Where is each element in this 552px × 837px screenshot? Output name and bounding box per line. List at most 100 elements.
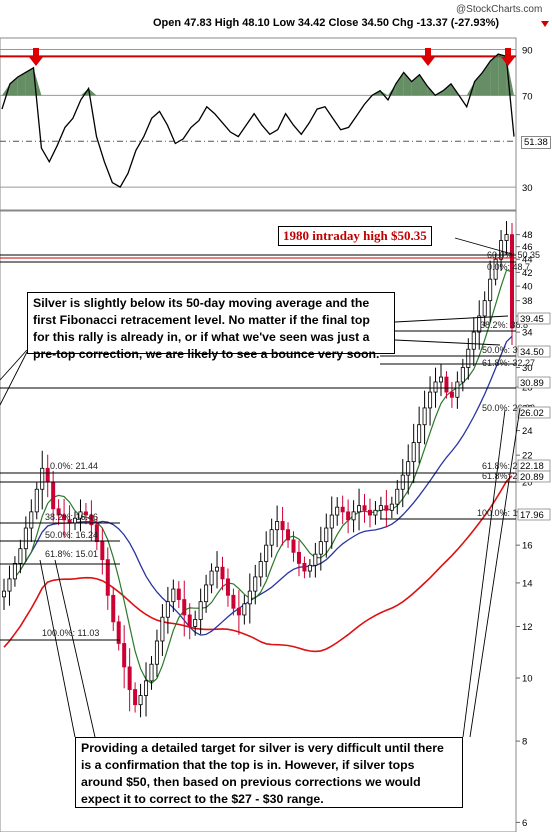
candle-body [40,467,45,490]
candle-body [34,488,39,513]
price-tick-label: 8 [522,737,527,748]
price-value-box [517,312,551,325]
rsi-overbought-fill [88,88,97,96]
candle-body [18,548,23,564]
callout-connector [462,409,506,738]
candle-body [138,695,143,706]
candle-body [204,584,209,603]
candle-body [482,300,487,317]
rsi-overbought-fill [25,67,34,96]
rsi-overbought-fill [395,72,404,96]
fib-level-label: 100.0%: 17.96 [477,508,535,518]
candle-body [509,234,514,329]
candle-body [460,367,465,383]
candle-body [160,616,165,642]
price-tick-label: 22 [522,451,533,462]
candle-body [455,381,460,398]
rsi-overbought-fill [498,54,507,96]
fib-level-label: 61.8%: 22.18 [482,461,535,471]
candle-body [187,614,192,627]
candle-body [444,376,449,393]
fib-level-label: 50.0%: 16.24 [45,530,98,540]
price-tick-label: 14 [522,578,533,589]
candle-body [111,594,116,623]
candle-body [209,570,214,586]
callout-connector [39,559,76,738]
candle-body [94,524,99,543]
rsi-overbought-fill [2,83,10,96]
candle-body [449,391,454,398]
candle-body [367,509,372,516]
candle-body [291,539,296,553]
rsi-tick-label: 30 [522,183,533,194]
candle-body [340,506,345,513]
candle-body [488,278,493,302]
price-tick-label: 34 [522,328,533,339]
candle-body [122,643,127,668]
candle-body [62,514,67,521]
price-tick-label: 44 [522,255,533,266]
candle-body [105,559,110,596]
callout-connector [0,351,28,406]
candle-body [247,590,252,605]
price-layer: 4846444240383634323028262422201816141210… [0,221,551,829]
candle-body [318,541,323,555]
candle-body [346,511,351,521]
callout-connector [54,559,96,738]
candle-body [165,601,170,618]
candle-body [116,621,121,644]
rsi-marker-arrow-icon [421,57,435,66]
ma200-line [3,475,513,653]
candle-body [242,603,247,616]
candle-body [133,689,138,706]
candle-body [89,514,94,526]
candle-body [198,601,203,620]
candle-body [324,527,329,543]
rsi-marker-arrow-icon [505,48,511,58]
fib-level-label: 0.0%: 48.7 [487,262,530,272]
candle-body [29,511,34,529]
price-value-label: 22.18 [520,461,544,472]
candle-body [417,424,422,443]
fib-level-label: 38.2%: 38.8 [480,320,528,330]
candle-body [149,663,154,682]
price-tick-label: 16 [522,541,533,552]
candle-body [56,508,61,516]
rsi-overbought-fill [17,72,26,96]
candle-body [406,461,411,476]
candle-body [23,527,28,550]
candle-body [286,529,291,541]
candle-body [307,564,312,572]
candle-body [258,561,263,578]
candle-body [269,529,274,546]
watermark-text: @StockCharts.com [456,4,542,15]
rsi-marker-arrow-icon [501,57,515,66]
price-tick-label: 10 [522,674,533,685]
candle-body [351,511,356,521]
candle-body [296,551,301,564]
intraday-high-label: 1980 intraday high $50.35 [278,226,432,246]
rsi-overbought-fill [9,76,18,96]
rsi-marker-arrow-icon [425,48,431,58]
rsi-overbought-fill [443,83,451,96]
candle-body [471,331,476,350]
rsi-last-value: 51.38 [521,136,551,149]
candle-body [182,599,187,616]
fib-level-label: 0.0%: 21.44 [50,461,98,471]
price-value-label: 20.89 [520,472,544,483]
price-value-label: 39.45 [520,314,544,325]
candle-body [264,544,269,562]
rsi-overbought-fill [506,56,514,96]
candle-body [433,381,438,393]
callout-top: Silver is slightly below its 50-day movi… [27,292,395,361]
candle-body [236,607,241,616]
ohlc-readout: Open 47.83 High 48.10 Low 34.42 Close 34… [153,17,499,29]
price-tick-label: 20 [522,478,533,489]
price-value-label: 30.89 [520,378,544,389]
callout-bottom: Providing a detailed target for silver i… [75,737,463,808]
candle-body [83,511,88,516]
candle-body [220,566,225,580]
price-tick-label: 24 [522,426,533,437]
